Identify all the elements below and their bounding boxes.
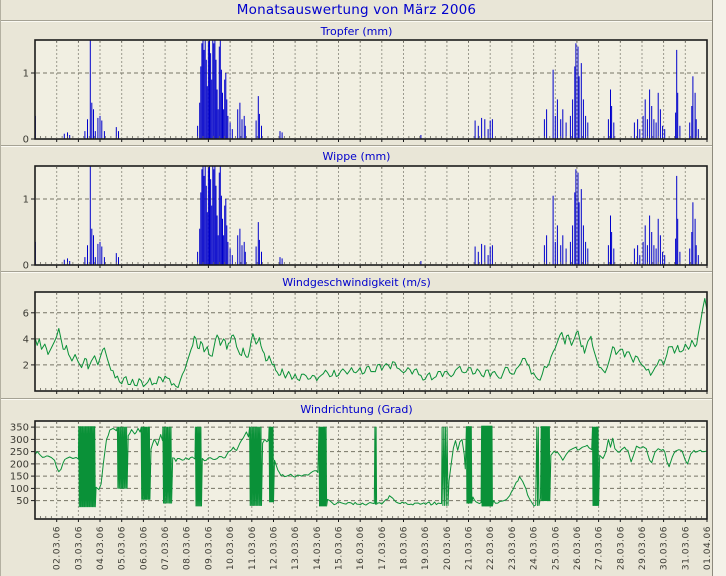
plot-3: 2 4 6 — [23, 291, 708, 394]
right-edge-strip — [712, 0, 726, 576]
page-title: Monatsauswertung von März 2006 — [236, 2, 477, 18]
divider-1 — [1, 145, 712, 147]
svg-text:4: 4 — [23, 334, 29, 345]
divider-2 — [1, 271, 712, 273]
x-tick-label: 06.03.06 — [139, 526, 149, 570]
x-tick-label: 14.03.06 — [313, 526, 323, 570]
series-1 — [34, 40, 699, 139]
divider-top — [1, 20, 712, 22]
plot-2: 01 — [23, 165, 708, 272]
x-tick-label: 17.03.06 — [378, 526, 388, 570]
x-tick-label: 04.03.06 — [96, 526, 106, 570]
x-tick-label: 11.03.06 — [248, 526, 258, 570]
x-tick-label: 27.03.06 — [595, 526, 605, 570]
x-tick-label: 30.03.06 — [660, 526, 670, 570]
series-3 — [34, 298, 708, 388]
svg-text:6: 6 — [23, 308, 29, 319]
svg-text:1: 1 — [23, 69, 29, 80]
svg-text:150: 150 — [10, 472, 29, 483]
x-tick-label: 22.03.06 — [486, 526, 496, 570]
chart-title-tropfer: Tropfer (mm) — [320, 25, 393, 38]
x-tick-label: 21.03.06 — [465, 526, 475, 570]
x-tick-label: 12.03.06 — [270, 526, 280, 570]
svg-text:0: 0 — [23, 261, 29, 272]
x-tick-label: 25.03.06 — [551, 526, 561, 570]
divider-3 — [1, 398, 712, 400]
series-2 — [34, 166, 699, 265]
chart-title-windgeschwindigkeit: Windgeschwindigkeit (m/s) — [282, 276, 431, 289]
series-4 — [34, 425, 708, 508]
x-tick-label: 03.03.06 — [74, 526, 84, 570]
x-tick-label: 07.03.06 — [161, 526, 171, 570]
chart-title-windrichtung: Windrichtung (Grad) — [300, 403, 413, 416]
x-tick-label: 15.03.06 — [335, 526, 345, 570]
x-tick-label: 09.03.06 — [204, 526, 214, 570]
x-tick-label: 24.03.06 — [530, 526, 540, 570]
x-tick-label: 31.03.06 — [681, 526, 691, 570]
x-tick-label: 16.03.06 — [356, 526, 366, 570]
svg-text:100: 100 — [10, 484, 29, 495]
x-tick-label: 13.03.06 — [291, 526, 301, 570]
x-tick-label: 10.03.06 — [226, 526, 236, 570]
x-tick-label: 19.03.06 — [421, 526, 431, 570]
x-tick-label: 20.03.06 — [443, 526, 453, 570]
svg-text:1: 1 — [23, 195, 29, 206]
x-tick-label: 08.03.06 — [183, 526, 193, 570]
x-axis-labels: 02.03.06 03.03.06 04.03.06 05.03.06 06.03.06… — [53, 526, 713, 570]
x-tick-label: 29.03.06 — [638, 526, 648, 570]
svg-text:250: 250 — [10, 447, 29, 458]
x-tick-label: 18.03.06 — [400, 526, 410, 570]
svg-text:0: 0 — [23, 135, 29, 146]
x-tick-label: 28.03.06 — [616, 526, 626, 570]
plot-1: 01 — [23, 39, 708, 146]
x-tick-label: 02.03.06 — [53, 526, 63, 570]
svg-text:350: 350 — [10, 423, 29, 434]
x-tick-label: 05.03.06 — [118, 526, 128, 570]
svg-text:50: 50 — [16, 496, 29, 507]
chart-title-wippe: Wippe (mm) — [322, 150, 391, 163]
svg-text:2: 2 — [23, 360, 29, 371]
svg-text:200: 200 — [10, 459, 29, 470]
svg-text:300: 300 — [10, 435, 29, 446]
x-tick-label: 26.03.06 — [573, 526, 583, 570]
x-tick-label: 23.03.06 — [508, 526, 518, 570]
